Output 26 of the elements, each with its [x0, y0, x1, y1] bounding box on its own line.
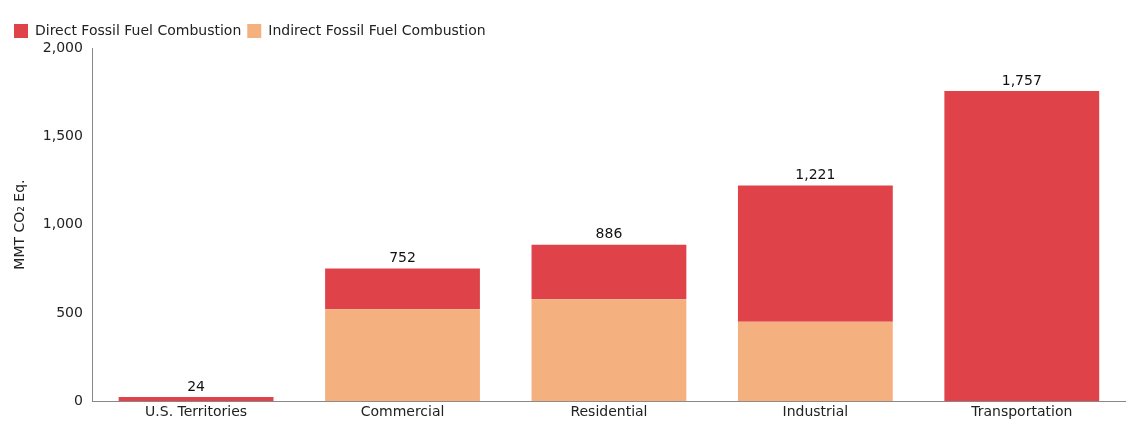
y-tick-label: 1,500	[42, 126, 83, 143]
x-tick-label: Transportation	[970, 403, 1073, 420]
total-label: 1,757	[1001, 71, 1042, 88]
x-tick-label: Commercial	[360, 403, 445, 420]
total-label: 752	[389, 249, 416, 266]
y-tick-label: 2,000	[42, 38, 83, 55]
bar	[531, 244, 687, 300]
bar	[737, 321, 893, 402]
total-label: 1,221	[795, 166, 836, 183]
x-tick-label: Industrial	[782, 403, 849, 420]
bar	[325, 268, 480, 310]
legend-label: Indirect Fossil Fuel Combustion	[268, 21, 486, 38]
y-axis-title: MMT CO₂ Eq.	[11, 179, 28, 270]
y-tick-label: 1,000	[42, 215, 83, 232]
bar	[944, 90, 1100, 402]
x-tick-label: Residential	[570, 403, 648, 420]
total-label: 886	[595, 225, 623, 242]
x-tick-label: U.S. Territories	[145, 403, 248, 420]
legend-label: Direct Fossil Fuel Combustion	[35, 21, 242, 38]
y-tick-label: 0	[73, 391, 83, 408]
y-tick-label: 500	[56, 303, 83, 320]
bar	[118, 396, 274, 402]
total-label: 24	[187, 377, 206, 394]
bar	[531, 299, 687, 402]
bar	[325, 309, 480, 402]
bar	[737, 185, 893, 322]
